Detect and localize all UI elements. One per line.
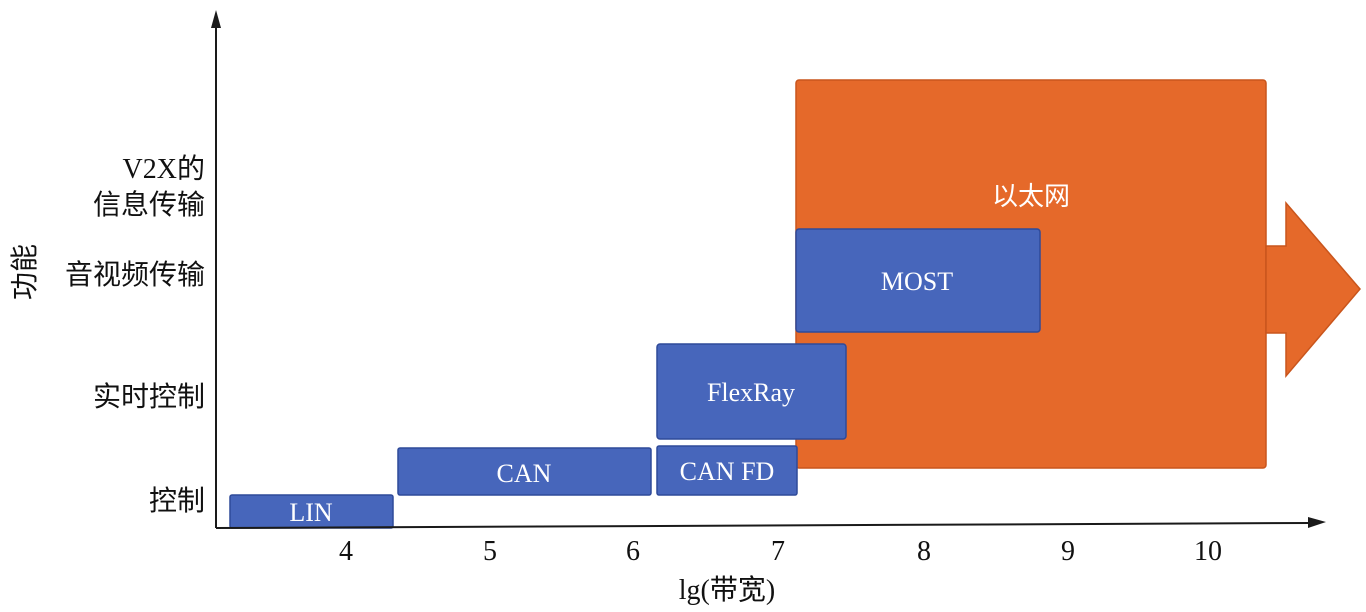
x-tick-label: 7 — [771, 536, 785, 567]
x-tick-label: 10 — [1194, 536, 1222, 567]
x-tick-label: 8 — [917, 536, 931, 567]
y-category-label: 控制 — [149, 485, 205, 517]
most-label: MOST — [881, 267, 953, 296]
x-tick-label: 6 — [626, 536, 640, 567]
lin-band: LIN — [229, 494, 394, 529]
y-axis-arrowhead — [211, 10, 221, 28]
most-band: MOST — [795, 228, 1041, 333]
canfd-band: CAN FD — [656, 445, 798, 496]
canfd-label: CAN FD — [680, 457, 775, 486]
axes — [211, 10, 1326, 529]
y-category-labels: 控制 实时控制 音视频传输 V2X的 信息传输 — [65, 153, 205, 517]
y-category-label-line2: 信息传输 — [93, 189, 205, 221]
y-category-label-line1: V2X的 — [123, 153, 205, 185]
x-axis-title: lg(带宽) — [679, 574, 775, 606]
ethernet-arrow — [1265, 200, 1361, 379]
x-tick-label: 9 — [1061, 536, 1075, 567]
lin-label: LIN — [289, 498, 333, 527]
y-category-label: 音视频传输 — [65, 259, 205, 291]
most-box — [795, 228, 1041, 333]
y-category-label: 实时控制 — [93, 381, 205, 413]
flexray-label: FlexRay — [707, 378, 795, 407]
canfd-box — [656, 445, 798, 496]
ethernet-label: 以太网 — [992, 182, 1070, 211]
can-box — [397, 447, 652, 496]
x-tick-labels: 4 5 6 7 8 9 10 — [339, 536, 1222, 567]
x-axis-arrowhead — [1308, 517, 1326, 528]
can-label: CAN — [497, 459, 552, 488]
flexray-box — [656, 343, 847, 440]
x-axis-line — [215, 522, 1311, 529]
x-tick-label: 4 — [339, 536, 353, 567]
x-tick-label: 5 — [483, 536, 497, 567]
y-axis-title: 功能 — [9, 244, 41, 300]
can-band: CAN — [397, 447, 652, 496]
flexray-band: FlexRay — [656, 343, 847, 440]
